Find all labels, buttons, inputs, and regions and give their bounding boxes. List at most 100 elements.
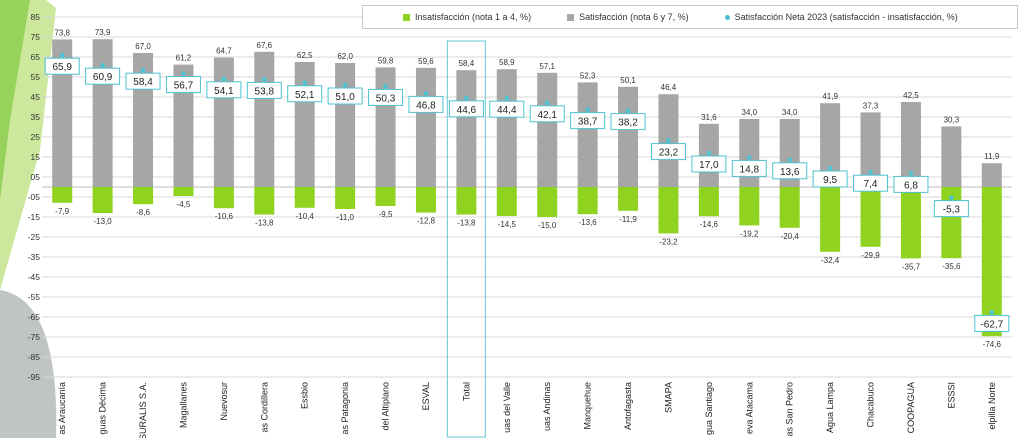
label-satisfaccion: 57,1 [539,62,555,71]
category-label-group: Nuevosur [219,382,229,421]
label-box-neta [44,57,80,75]
label-insatisfaccion: -19,2 [740,229,759,238]
label-insatisfaccion: -35,7 [902,262,921,271]
label-box-neta [853,174,889,192]
label-neta: 60,9 [93,72,113,83]
category-label: Antofagasta [623,382,633,430]
marker-neta [625,108,631,113]
bar-satisfaccion [698,123,719,187]
label-box-neta [610,113,646,131]
label-box-neta [812,170,848,188]
label-box-neta [125,72,161,90]
legend-swatch-satisfaccion [567,13,575,21]
label-insatisfaccion: -32,4 [821,256,840,265]
y-tick-label: -75 [28,332,41,342]
label-neta: -62,7 [980,319,1003,330]
category-label-group: uas del Valle [502,382,512,433]
label-satisfaccion: 46,4 [661,83,677,92]
chart-legend: Insatisfacción (nota 1 a 4, %) Satisfacc… [362,5,1018,29]
category-label: as Patagonia [340,382,350,435]
label-satisfaccion: 73,8 [54,28,70,37]
bar-satisfaccion [820,103,841,187]
label-box-neta [650,143,686,161]
marker-neta [261,77,267,82]
label-neta: 9,5 [823,175,837,186]
category-label-group: ESSSI [946,382,956,409]
label-box-neta [529,105,565,123]
label-box-neta [448,100,484,118]
marker-neta [383,84,388,89]
category-label-group: eva Atacama [744,382,754,434]
label-box-neta [489,100,525,118]
label-insatisfaccion: -13,0 [94,217,113,226]
category-label-group: SURALIS S.A. [138,382,148,440]
label-satisfaccion: 67,6 [257,41,273,50]
category-label-group: as Patagonia [340,382,350,435]
label-box-neta [368,88,404,106]
marker-neta [221,76,227,82]
bar-insatisfaccion [335,187,356,209]
marker-neta [585,107,590,112]
bar-insatisfaccion [618,187,639,211]
label-satisfaccion: 58,4 [459,59,475,68]
label-neta: -5,3 [943,205,961,216]
y-tick-label: -05 [28,192,41,202]
y-tick-label: 45 [31,92,41,102]
marker-neta [989,310,995,315]
label-satisfaccion: 59,6 [418,57,434,66]
category-label: uas del Valle [502,382,512,433]
label-satisfaccion: 34,0 [742,108,758,117]
category-label: as Cordillera [259,382,269,433]
legend-label-insatisfaccion: Insatisfacción (nota 1 a 4, %) [415,12,532,22]
bar-satisfaccion [577,82,598,187]
label-satisfaccion: 62,0 [337,52,353,61]
label-satisfaccion: 34,0 [782,108,798,117]
category-label-group: Manquehue [583,382,593,430]
label-satisfaccion: 58,9 [499,58,515,67]
label-satisfaccion: 42,5 [903,91,919,100]
marker-neta [342,82,348,88]
category-label-group: Antofagasta [623,382,633,430]
label-insatisfaccion: -35,6 [942,262,961,271]
label-insatisfaccion: -13,8 [457,219,476,228]
marker-neta [181,71,186,76]
bar-satisfaccion [456,70,477,187]
bar-satisfaccion [618,86,639,187]
label-neta: 38,7 [578,117,598,128]
label-box-neta [570,112,606,130]
category-label: Agua Lampa [825,382,835,433]
label-satisfaccion: 31,6 [701,113,717,122]
marker-neta [140,67,146,73]
marker-neta [949,195,954,200]
legend-item-insatisfaccion: Insatisfacción (nota 1 a 4, %) [403,12,531,22]
label-insatisfaccion: -9,5 [379,210,393,219]
label-insatisfaccion: -20,4 [781,232,800,241]
label-insatisfaccion: -14,5 [498,220,517,229]
category-label: Nuevosur [219,382,229,421]
marker-neta [544,100,550,106]
y-tick-label: 25 [31,132,41,142]
y-tick-label: 35 [31,112,41,122]
category-label: Essbio [300,382,310,409]
marker-neta [504,95,510,101]
bar-insatisfaccion [860,187,881,247]
bar-insatisfaccion [698,187,719,217]
bar-insatisfaccion [173,187,194,196]
bar-insatisfaccion [52,187,73,203]
category-label: Magallanes [178,382,188,429]
bar-insatisfaccion [456,187,477,215]
label-box-neta [772,162,808,180]
legend-label-satisfaccion: Satisfacción (nota 6 y 7, %) [579,12,689,22]
y-tick-label: -15 [28,212,41,222]
marker-neta [423,91,429,96]
category-label: eva Atacama [744,382,754,434]
marker-neta [666,138,671,143]
category-label: as San Pedro [785,382,795,437]
label-neta: 14,8 [740,164,760,175]
label-satisfaccion: 11,9 [984,152,1000,161]
category-label-group: del Altiplano [381,382,391,431]
marker-neta [908,171,914,176]
bar-insatisfaccion [496,187,517,216]
label-neta: 44,4 [497,105,517,116]
label-insatisfaccion: -12,8 [417,217,436,226]
